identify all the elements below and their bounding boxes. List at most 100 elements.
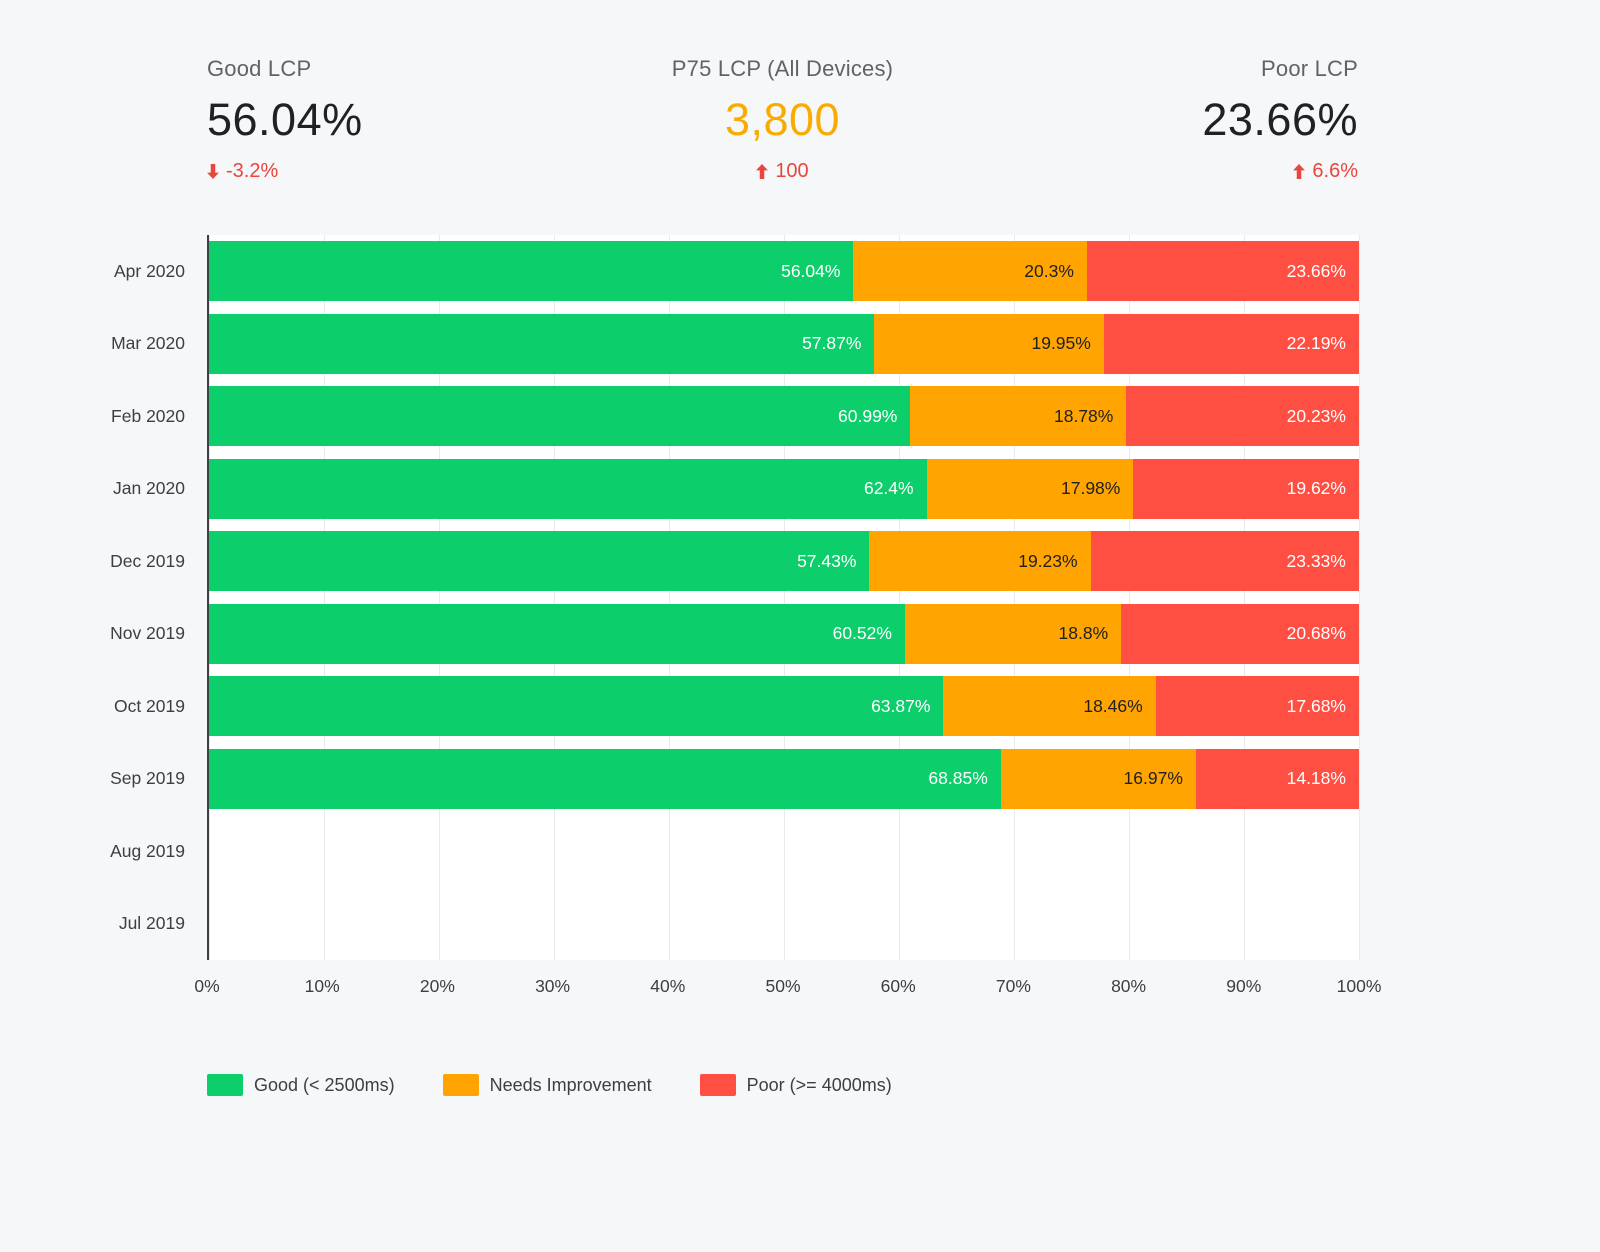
stacked-bar <box>209 821 1359 881</box>
x-tick-label: 70% <box>995 976 1031 996</box>
kpi-good-lcp: Good LCP 56.04% -3.2% <box>207 56 363 183</box>
lcp-dashboard: Good LCP 56.04% -3.2% P75 LCP (All Devic… <box>0 56 1600 1096</box>
gridline <box>554 235 555 960</box>
kpi-poor-label: Poor LCP <box>1261 56 1358 81</box>
bar-segment[interactable]: 17.98% <box>926 458 1134 519</box>
kpi-p75-lcp: P75 LCP (All Devices) 3,800 100 <box>672 56 893 183</box>
bar-segment[interactable]: 63.87% <box>209 676 944 737</box>
bar-segment[interactable]: 60.52% <box>209 603 905 664</box>
kpi-poor-delta-value: 6.6% <box>1312 160 1358 182</box>
legend-label: Needs Improvement <box>489 1074 652 1095</box>
category-label: Mar 2020 <box>111 333 185 354</box>
bar-segment[interactable]: 57.43% <box>209 531 870 592</box>
bar-segment[interactable]: 23.66% <box>1086 241 1359 302</box>
chart-row: 56.04% 20.3% 23.66% <box>209 235 1359 308</box>
segment-value-label: 60.52% <box>832 623 892 644</box>
bar-segment[interactable]: 18.8% <box>904 603 1122 664</box>
arrow-up-icon <box>1293 164 1306 179</box>
legend-item: Poor (>= 4000ms) <box>699 1074 892 1096</box>
segment-value-label: 20.23% <box>1286 405 1346 426</box>
segment-value-label: 63.87% <box>871 695 931 716</box>
segment-value-label: 60.99% <box>838 405 898 426</box>
bar-segment[interactable]: 19.62% <box>1133 458 1359 519</box>
x-tick-label: 100% <box>1336 976 1382 996</box>
gridline <box>1244 235 1245 960</box>
gridline <box>669 235 670 960</box>
bar-segment[interactable]: 14.18% <box>1195 748 1359 809</box>
bar-segment[interactable]: 62.4% <box>209 458 927 519</box>
gridline <box>784 235 785 960</box>
bar-segment[interactable]: 60.99% <box>209 386 911 447</box>
stacked-bar: 57.87% 19.95% 22.19% <box>209 313 1359 374</box>
legend-swatch <box>699 1074 736 1096</box>
category-label: Sep 2019 <box>110 768 185 789</box>
segment-value-label: 68.85% <box>928 768 988 789</box>
chart-row: 62.4% 17.98% 19.62% <box>209 453 1359 526</box>
bar-segment[interactable]: 19.23% <box>869 531 1091 592</box>
category-label: Nov 2019 <box>110 623 185 644</box>
kpi-good-delta: -3.2% <box>207 160 278 183</box>
kpi-good-label: Good LCP <box>207 56 312 81</box>
bar-segment[interactable]: 16.97% <box>1000 748 1196 809</box>
category-label: Apr 2020 <box>113 260 185 281</box>
bar-segment[interactable]: 19.95% <box>874 313 1104 374</box>
stacked-bar: 57.43% 19.23% 23.33% <box>209 531 1359 592</box>
bar-segment[interactable]: 56.04% <box>209 241 854 302</box>
x-axis-tick-labels: 0% 10% 20% 30% 40% 50% 60% 70% 80% 90% 100% <box>194 976 1381 1002</box>
category-label: Dec 2019 <box>110 550 185 571</box>
kpi-p75-value: 3,800 <box>724 94 841 145</box>
kpi-poor-delta: 6.6% <box>1293 160 1358 183</box>
kpi-good-value: 56.04% <box>207 94 363 145</box>
kpi-row: Good LCP 56.04% -3.2% P75 LCP (All Devic… <box>207 56 1358 183</box>
chart-row: 57.43% 19.23% 23.33% <box>209 525 1359 598</box>
stacked-bar: 62.4% 17.98% 19.62% <box>209 458 1359 519</box>
legend-swatch <box>207 1074 243 1096</box>
chart-legend: Good (< 2500ms) Needs Improvement Poor (>=… <box>207 1074 1600 1096</box>
segment-value-label: 57.43% <box>797 550 857 571</box>
segment-value-label: 18.46% <box>1083 695 1143 716</box>
x-tick-label: 60% <box>880 976 916 996</box>
segment-value-label: 19.95% <box>1031 333 1091 354</box>
x-tick-label: 90% <box>1226 976 1262 996</box>
kpi-good-delta-value: -3.2% <box>226 160 279 182</box>
segment-value-label: 56.04% <box>781 260 841 281</box>
bar-segment[interactable]: 17.68% <box>1155 676 1359 737</box>
gridline <box>209 235 210 960</box>
kpi-p75-delta-value: 100 <box>775 160 809 182</box>
segment-value-label: 19.62% <box>1286 478 1346 499</box>
bar-segment[interactable]: 18.78% <box>910 386 1127 447</box>
segment-value-label: 17.68% <box>1286 695 1346 716</box>
x-tick-label: 0% <box>194 976 220 996</box>
bar-segment[interactable]: 68.85% <box>209 748 1001 809</box>
legend-label: Poor (>= 4000ms) <box>746 1074 892 1095</box>
bar-segment[interactable]: 20.68% <box>1121 603 1359 664</box>
segment-value-label: 18.8% <box>1058 623 1109 644</box>
stacked-bar: 63.87% 18.46% 17.68% <box>209 676 1359 737</box>
bar-segment[interactable]: 20.3% <box>853 241 1087 302</box>
segment-value-label: 57.87% <box>802 333 862 354</box>
chart-row: 60.99% 18.78% 20.23% <box>209 380 1359 453</box>
stacked-bar <box>209 894 1359 954</box>
bar-segment[interactable]: 23.33% <box>1090 531 1359 592</box>
segment-value-label: 23.33% <box>1286 550 1346 571</box>
bar-segment[interactable]: 22.19% <box>1103 313 1359 374</box>
stacked-bar: 60.52% 18.8% 20.68% <box>209 603 1359 664</box>
category-label: Jul 2019 <box>118 913 185 934</box>
chart-row: 63.87% 18.46% 17.68% <box>209 670 1359 743</box>
bar-rows: 56.04% 20.3% 23.66% 57.87% 19.95% 22.19% 60.99… <box>209 235 1359 960</box>
stacked-bar: 56.04% 20.3% 23.66% <box>209 241 1359 302</box>
bar-segment[interactable]: 57.87% <box>209 313 875 374</box>
bar-segment[interactable]: 18.46% <box>943 676 1156 737</box>
gridline <box>899 235 900 960</box>
legend-label: Good (< 2500ms) <box>254 1074 395 1095</box>
segment-value-label: 20.68% <box>1286 623 1346 644</box>
kpi-poor-value: 23.66% <box>1202 94 1358 145</box>
segment-value-label: 16.97% <box>1123 768 1183 789</box>
legend-item: Good (< 2500ms) <box>207 1074 395 1096</box>
plot-area: 56.04% 20.3% 23.66% 57.87% 19.95% 22.19% 60.99… <box>207 235 1360 960</box>
arrow-up-icon <box>756 164 769 179</box>
gridline <box>1129 235 1130 960</box>
x-tick-label: 40% <box>650 976 686 996</box>
chart-row: 60.52% 18.8% 20.68% <box>209 598 1359 671</box>
bar-segment[interactable]: 20.23% <box>1126 386 1359 447</box>
